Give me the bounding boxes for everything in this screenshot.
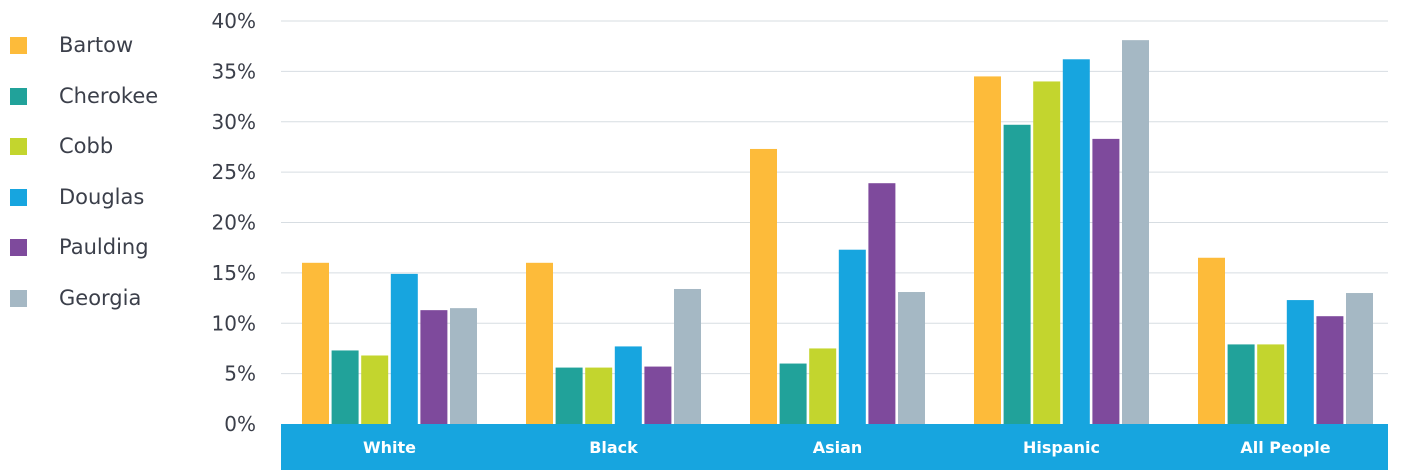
y-tick-label-10: 10% — [212, 311, 256, 335]
bar-hispanic-cobb — [1033, 81, 1061, 424]
legend-label-paulding: Paulding — [59, 235, 149, 259]
bar-black-cobb — [585, 367, 613, 424]
bar-all-people-bartow — [1198, 257, 1225, 424]
legend-swatch-georgia — [10, 289, 27, 307]
legend-label-georgia: Georgia — [59, 285, 142, 310]
bar-hispanic-georgia — [1122, 40, 1149, 425]
legend-label-cherokee: Cherokee — [59, 83, 159, 108]
bar-white-georgia — [450, 308, 477, 424]
y-tick-label-30: 30% — [212, 110, 256, 134]
legend-item-cobb: Cobb — [10, 131, 200, 161]
bar-hispanic-cherokee — [1003, 124, 1031, 425]
legend-label-bartow: Bartow — [59, 33, 134, 57]
bar-white-bartow — [302, 262, 329, 424]
legend-swatch-douglas — [10, 188, 27, 206]
bar-white-douglas — [390, 273, 418, 424]
y-tick-label-20: 20% — [212, 211, 256, 235]
legend-swatch-paulding — [10, 239, 27, 256]
legend-swatch-cobb — [10, 138, 27, 155]
bar-hispanic-douglas — [1062, 59, 1090, 424]
legend-item-cherokee: Cherokee — [10, 81, 200, 111]
bar-asian-bartow — [750, 148, 777, 424]
y-tick-label-15: 15% — [212, 261, 256, 285]
bar-all-people-georgia — [1346, 293, 1373, 424]
x-category-label-hispanic: Hispanic — [1023, 438, 1100, 457]
legend-item-douglas: Douglas — [10, 182, 200, 212]
legend-item-georgia: Georgia — [10, 283, 200, 313]
x-category-label-black: Black — [589, 438, 638, 457]
legend-label-douglas: Douglas — [59, 184, 145, 209]
bar-all-people-paulding — [1316, 316, 1344, 424]
bar-all-people-douglas — [1286, 300, 1314, 424]
bar-asian-cobb — [809, 348, 837, 424]
bar-white-cobb — [361, 355, 389, 424]
legend-swatch-bartow — [10, 37, 27, 54]
x-category-label-all-people: All People — [1240, 438, 1330, 457]
legend-item-paulding: Paulding — [10, 232, 200, 262]
bar-white-cherokee — [331, 350, 359, 424]
bar-black-cherokee — [555, 367, 583, 424]
bar-asian-cherokee — [779, 363, 807, 424]
x-axis-band — [281, 424, 1388, 470]
legend-swatch-cherokee — [10, 87, 27, 105]
bar-black-georgia — [674, 288, 701, 424]
y-tick-label-5: 5% — [224, 362, 256, 386]
y-tick-label-35: 35% — [212, 59, 256, 83]
bar-white-paulding — [420, 310, 448, 424]
bar-asian-douglas — [838, 249, 866, 424]
bar-asian-paulding — [868, 183, 896, 424]
bar-all-people-cherokee — [1227, 344, 1255, 424]
x-category-label-asian: Asian — [813, 438, 863, 457]
x-category-label-white: White — [363, 438, 416, 457]
bar-black-paulding — [644, 366, 672, 424]
bar-black-douglas — [614, 346, 642, 424]
legend-label-cobb: Cobb — [59, 134, 114, 158]
bar-hispanic-paulding — [1092, 138, 1120, 424]
bar-hispanic-bartow — [974, 76, 1001, 424]
y-tick-label-0: 0% — [224, 412, 256, 436]
bar-black-bartow — [526, 262, 553, 424]
legend-item-bartow: Bartow — [10, 30, 200, 60]
y-tick-label-25: 25% — [212, 160, 256, 184]
bar-asian-georgia — [898, 292, 925, 424]
y-tick-label-40: 40% — [212, 9, 256, 33]
bar-all-people-cobb — [1257, 344, 1285, 424]
legend: Bartow Cherokee Cobb Douglas Paulding Georgia — [0, 0, 200, 330]
